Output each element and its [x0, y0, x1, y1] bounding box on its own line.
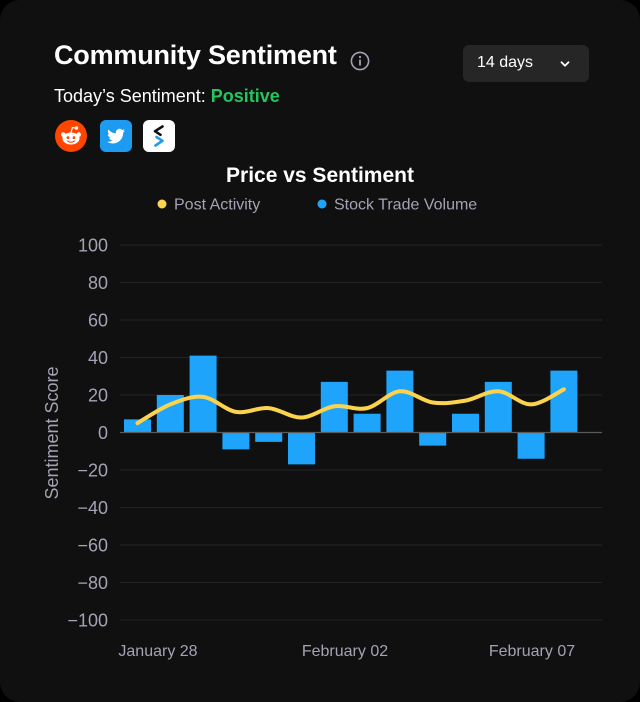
y-axis-label: Sentiment Score	[42, 366, 62, 499]
bar	[222, 432, 250, 450]
legend: Post Activity Stock Trade Volume	[157, 197, 478, 214]
todays-sentiment: Today’s Sentiment: Positive	[54, 86, 280, 107]
legend-swatch-stock-trade-volume	[317, 199, 327, 209]
y-tick-label: 20	[88, 386, 108, 406]
chevron-down-icon	[560, 61, 570, 67]
legend-item-stock-trade-volume[interactable]: Stock Trade Volume	[317, 197, 478, 214]
bar	[419, 432, 447, 446]
bar	[255, 432, 283, 442]
range-dropdown-label: 14 days	[477, 54, 534, 71]
legend-label-stock-trade-volume: Stock Trade Volume	[334, 197, 477, 214]
y-axis-ticks: 100 80 60 40 20 0 −20 −40 −60 −80 −100	[67, 236, 108, 631]
x-tick-label: February 07	[489, 643, 575, 660]
legend-swatch-post-activity	[157, 199, 167, 209]
y-tick-label: −100	[67, 611, 108, 631]
range-dropdown[interactable]: 14 days	[463, 45, 589, 82]
y-tick-label: 40	[88, 348, 108, 368]
y-tick-label: −40	[77, 498, 108, 518]
legend-label-post-activity: Post Activity	[174, 197, 260, 214]
twitter-button[interactable]	[100, 120, 132, 152]
bar	[550, 370, 578, 433]
y-tick-label: 80	[88, 273, 108, 293]
y-tick-label: 60	[88, 311, 108, 331]
y-tick-label: 100	[78, 236, 108, 256]
bar	[517, 432, 545, 459]
bar	[189, 355, 217, 433]
y-tick-label: 0	[98, 423, 108, 443]
page-title: Community Sentiment	[54, 40, 337, 70]
bar	[452, 413, 479, 433]
bar	[124, 419, 151, 433]
stocktwits-button[interactable]	[143, 120, 175, 152]
x-tick-label: January 28	[118, 643, 197, 660]
stocktwits-icon	[153, 125, 164, 147]
bar	[353, 413, 381, 433]
chart: Price vs Sentiment Post Activity Stock T…	[42, 164, 602, 660]
y-tick-label: −60	[77, 536, 108, 556]
bars	[124, 355, 578, 465]
y-tick-label: −80	[77, 573, 108, 593]
y-tick-label: −20	[77, 461, 108, 481]
post-activity-line	[135, 387, 566, 426]
grid	[120, 244, 602, 621]
bar	[386, 370, 414, 433]
sentiment-label: Today’s Sentiment:	[54, 86, 206, 106]
x-axis-ticks: January 28 February 02 February 07	[118, 643, 575, 660]
x-tick-label: February 02	[302, 643, 388, 660]
bar	[288, 432, 315, 465]
twitter-icon	[107, 128, 126, 144]
reddit-icon	[55, 120, 87, 152]
chart-title: Price vs Sentiment	[226, 164, 414, 187]
reddit-button[interactable]	[55, 120, 87, 152]
info-icon[interactable]	[350, 51, 370, 71]
legend-item-post-activity[interactable]: Post Activity	[157, 197, 261, 214]
sentiment-value: Positive	[210, 86, 280, 106]
